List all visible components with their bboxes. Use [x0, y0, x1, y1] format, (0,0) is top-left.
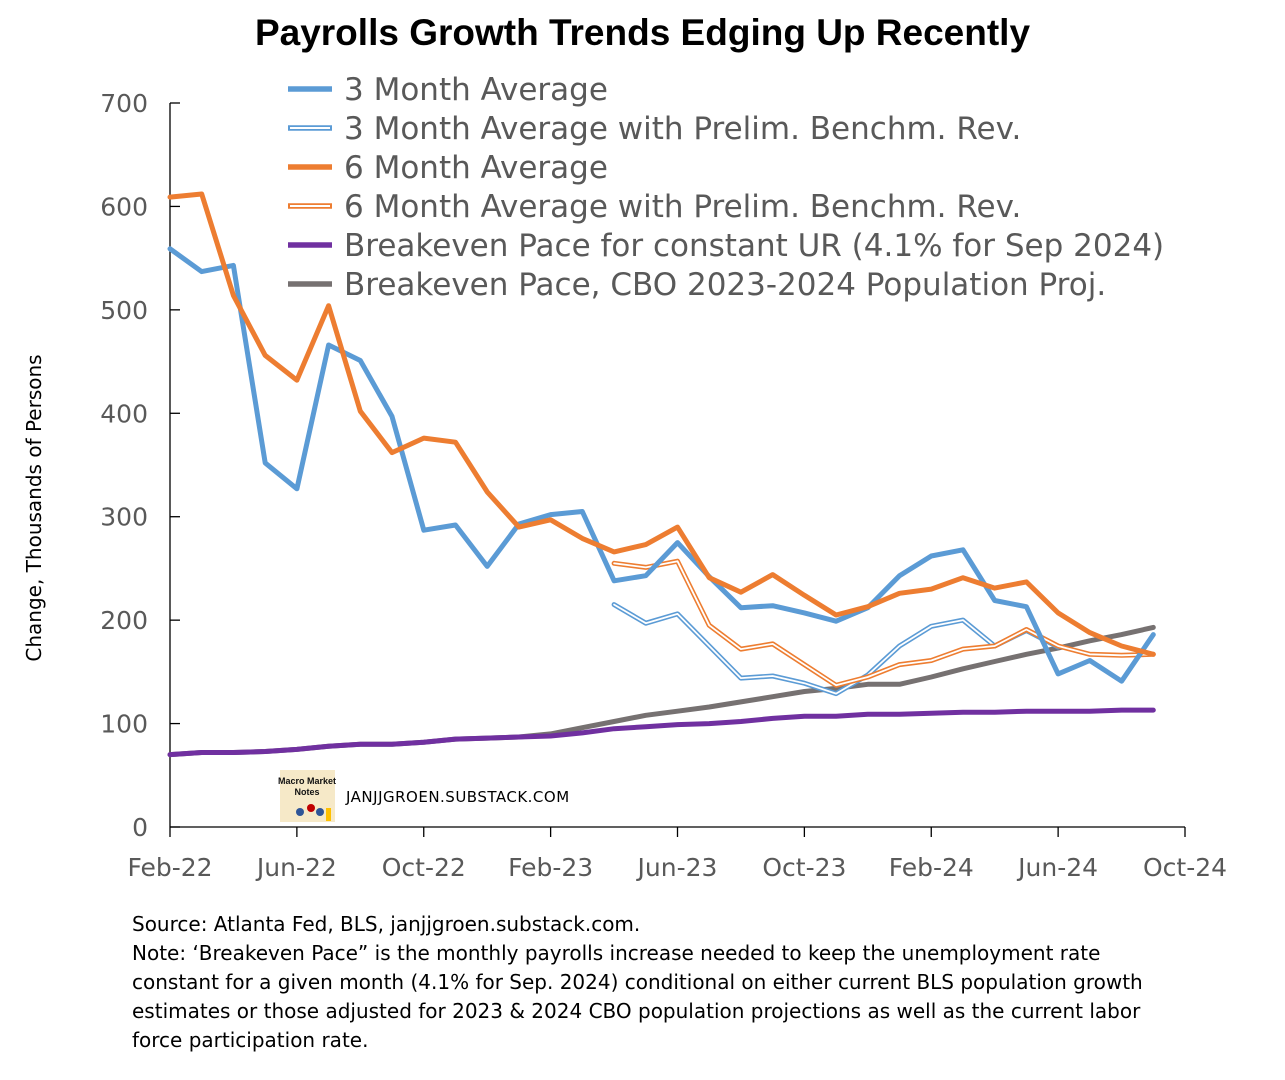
macro-market-notes-logo: Macro Market Notes	[278, 770, 336, 822]
x-tick-label: Feb-22	[127, 853, 212, 882]
series-3-line	[167, 191, 1156, 657]
series-6-line	[167, 624, 1156, 758]
x-tick-label: Jun-22	[255, 853, 337, 882]
y-tick-label: 500	[100, 296, 148, 325]
svg-text:Macro Market: Macro Market	[278, 776, 336, 786]
series-5-line	[167, 707, 1156, 758]
chart-title: Payrolls Growth Trends Edging Up Recentl…	[254, 12, 1031, 53]
legend-item: Breakeven Pace, CBO 2023-2024 Population…	[288, 267, 1106, 303]
payrolls-line-chart: 0 100 200 300 400 500 600 700 Feb-22 Jun-22 Oct-2…	[22, 72, 1227, 882]
y-tick-label: 0	[132, 813, 148, 842]
note-line: force participation rate.	[132, 1028, 369, 1052]
y-tick-label: 300	[100, 503, 148, 532]
legend-item: 6 Month Average with Prelim. Benchm. Rev…	[288, 189, 1021, 225]
watermark-text: JANJJGROEN.SUBSTACK.COM	[345, 788, 570, 806]
y-tick-label: 100	[100, 710, 148, 739]
source-notes: Source: Atlanta Fed, BLS, janjjgroen.sub…	[132, 910, 1272, 1055]
y-tick-label: 200	[100, 606, 148, 635]
y-axis-label: Change, Thousands of Persons	[22, 354, 46, 661]
legend-label: Breakeven Pace for constant UR (4.1% for…	[344, 228, 1164, 264]
note-line: constant for a given month (4.1% for Sep…	[132, 970, 1143, 994]
y-tick-labels: 0 100 200 300 400 500 600 700	[100, 89, 148, 842]
x-tick-labels: Feb-22 Jun-22 Oct-22 Feb-23 Jun-23 Oct-23 Feb-…	[127, 853, 1227, 882]
x-tick-label: Oct-22	[382, 853, 466, 882]
y-tick-label: 400	[100, 399, 148, 428]
chart-axes	[169, 102, 1186, 837]
watermark: Macro Market Notes JANJJGROEN.SUBSTACK.C…	[278, 770, 570, 822]
legend-item: 3 Month Average with Prelim. Benchm. Rev…	[288, 111, 1021, 147]
x-tick-label: Oct-23	[762, 853, 846, 882]
y-tick-label: 700	[100, 89, 148, 118]
x-tick-label: Feb-23	[508, 853, 593, 882]
svg-text:Notes: Notes	[294, 787, 319, 797]
series-2-line	[611, 602, 1061, 697]
series-4-line	[611, 558, 1156, 688]
x-tick-label: Oct-24	[1143, 853, 1227, 882]
note-line: Note: ‘Breakeven Pace” is the monthly pa…	[132, 941, 1101, 965]
legend-label: Breakeven Pace, CBO 2023-2024 Population…	[344, 267, 1106, 303]
y-tick-label: 600	[100, 192, 148, 221]
x-tick-label: Jun-24	[1016, 853, 1098, 882]
legend-item: 3 Month Average	[288, 72, 608, 108]
legend-label: 6 Month Average with Prelim. Benchm. Rev…	[344, 189, 1021, 225]
x-tick-label: Jun-23	[636, 853, 718, 882]
series-layer	[167, 191, 1156, 758]
legend-label: 3 Month Average with Prelim. Benchm. Rev…	[344, 111, 1021, 147]
source-line: Source: Atlanta Fed, BLS, janjjgroen.sub…	[132, 912, 641, 936]
legend-label: 6 Month Average	[344, 150, 608, 186]
note-line: estimates or those adjusted for 2023 & 2…	[132, 999, 1141, 1023]
legend-label: 3 Month Average	[344, 72, 608, 108]
legend-item: 6 Month Average	[288, 150, 608, 186]
legend-item: Breakeven Pace for constant UR (4.1% for…	[288, 228, 1164, 264]
x-tick-label: Feb-24	[889, 853, 974, 882]
